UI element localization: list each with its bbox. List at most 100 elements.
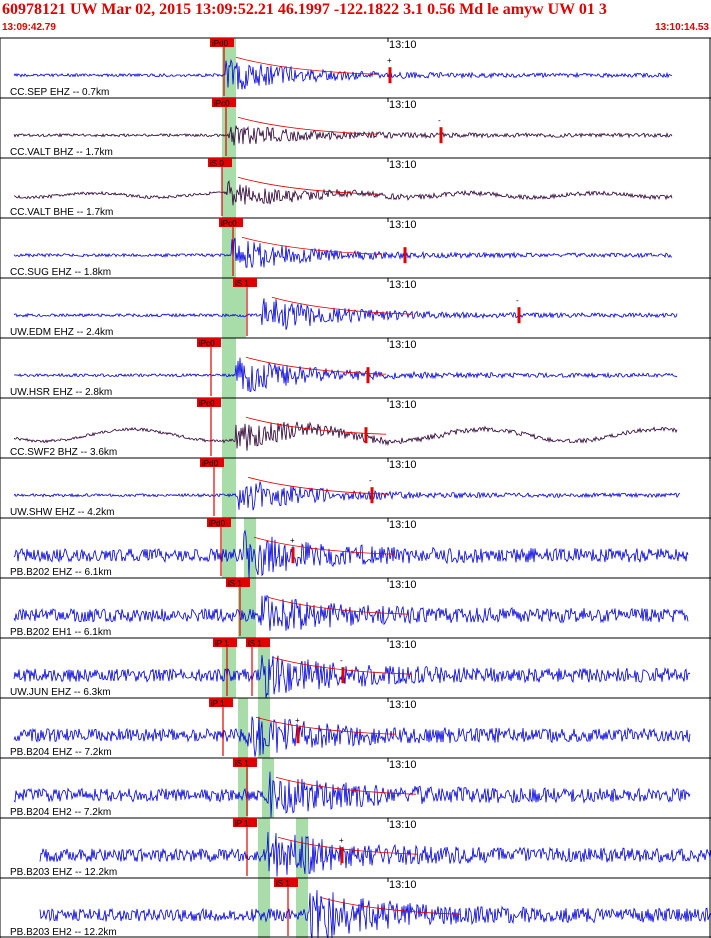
- pick-label: iPc0: [199, 399, 215, 408]
- pick-label: iS 1: [248, 639, 262, 648]
- pick-flag: [219, 218, 243, 227]
- minute-label: 13:10: [389, 279, 417, 291]
- waveform: [13, 655, 691, 698]
- pick-flag: [207, 518, 231, 527]
- coda-fit-line: [255, 716, 397, 735]
- minute-label: 13:10: [389, 339, 417, 351]
- coda-fit-line: [271, 296, 413, 315]
- waveform: [13, 421, 678, 451]
- coda-end-marker: [296, 727, 300, 744]
- coda-fit-line: [277, 836, 419, 855]
- coda-fit-line: [319, 896, 461, 915]
- coda-end-marker: [340, 847, 344, 864]
- minute-label: 13:10: [389, 459, 417, 471]
- coda-end-marker: [403, 247, 407, 264]
- station-label: CC.SEP EHZ -- 0.7km: [10, 87, 109, 98]
- coda-end-sign: +: [387, 56, 392, 65]
- coda-end-marker: [366, 367, 370, 384]
- event-title: 60978121 UW Mar 02, 2015 13:09:52.21 46.…: [2, 1, 607, 18]
- coda-end-marker: [370, 487, 374, 504]
- coda-fit-line: [267, 596, 409, 615]
- station-label: UW.HSR EHZ -- 2.8km: [10, 387, 112, 398]
- coda-end-sign: -: [438, 116, 441, 125]
- waveform: [13, 716, 691, 757]
- station-label: UW.SHW EHZ -- 4.2km: [10, 507, 114, 518]
- coda-end-sign: +: [290, 536, 295, 545]
- coda-end-sign: -: [369, 476, 372, 485]
- waveform: [13, 125, 673, 146]
- pick-label: iS 1: [228, 579, 242, 588]
- pick-label: iPc0: [221, 219, 237, 228]
- pick-label: iS 0: [210, 159, 224, 168]
- pick-flag: [233, 278, 257, 287]
- station-label: UW.JUN EHZ -- 6.3km: [10, 687, 111, 698]
- waveform: [13, 298, 678, 330]
- phase-window: [222, 338, 236, 398]
- waveform: [13, 594, 689, 631]
- pick-flag: [212, 98, 236, 107]
- coda-fit-line: [237, 116, 379, 135]
- minute-label: 13:10: [389, 759, 417, 771]
- waveform: [13, 481, 681, 511]
- pick-flag: [197, 398, 221, 407]
- pick-flag: [233, 818, 257, 827]
- pick-flag: [197, 338, 221, 347]
- pick-flag: [210, 38, 234, 47]
- coda-fit-line: [235, 56, 377, 75]
- waveform: [13, 237, 673, 268]
- coda-end-marker: [341, 667, 345, 684]
- coda-end-sign: -: [516, 296, 519, 305]
- station-label: UW.EDM EHZ -- 2.4km: [10, 327, 113, 338]
- pick-flag: [213, 638, 237, 647]
- station-label: CC.VALT BHZ -- 1.7km: [10, 147, 113, 158]
- station-label: PB.B203 EHZ -- 12.2km: [10, 867, 117, 878]
- minute-label: 13:10: [389, 39, 417, 51]
- minute-label: 13:10: [389, 579, 417, 591]
- coda-end-marker: [291, 547, 295, 564]
- station-label: PB.B203 EH2 -- 12.2km: [10, 927, 117, 938]
- coda-fit-line: [253, 536, 395, 555]
- phase-window: [222, 458, 236, 518]
- phase-window: [238, 578, 248, 638]
- station-label: CC.VALT BHE -- 1.7km: [10, 207, 113, 218]
- waveform: [14, 357, 678, 393]
- minute-label: 13:10: [389, 399, 417, 411]
- pick-label: iS 1: [235, 759, 249, 768]
- minute-label: 13:10: [389, 159, 417, 171]
- coda-fit-line: [247, 476, 389, 495]
- pick-flag: [274, 878, 298, 887]
- station-label: CC.SWF2 BHZ -- 3.6km: [10, 447, 117, 458]
- pick-flag: [246, 638, 270, 647]
- waveform: [13, 529, 689, 579]
- minute-label: 13:10: [389, 519, 417, 531]
- phase-window: [222, 638, 236, 698]
- end-time: 13:10:14.53: [655, 22, 709, 33]
- station-label: CC.SUG EHZ -- 1.8km: [10, 267, 111, 278]
- station-label: PB.B202 EHZ -- 6.1km: [10, 567, 112, 578]
- phase-window: [296, 878, 308, 938]
- header: 60978121 UW Mar 02, 2015 13:09:52.21 46.…: [0, 0, 711, 36]
- station-label: PB.B204 EH2 -- 7.2km: [10, 807, 111, 818]
- phase-window: [222, 518, 236, 578]
- phase-window: [258, 638, 270, 698]
- pick-flag: [226, 578, 250, 587]
- coda-end-marker: [517, 307, 521, 324]
- pick-label: iPc0: [214, 99, 230, 108]
- phase-window: [244, 578, 256, 638]
- pick-label: iS 1: [276, 879, 290, 888]
- minute-label: 13:10: [389, 699, 417, 711]
- pick-label: iPd0: [209, 519, 226, 528]
- coda-end-marker: [388, 67, 392, 84]
- minute-label: 13:10: [389, 819, 417, 831]
- phase-window: [234, 278, 246, 338]
- coda-end-sign: +: [339, 836, 344, 845]
- waveform: [39, 890, 711, 938]
- coda-end-marker: [439, 127, 443, 144]
- phase-window: [258, 818, 270, 878]
- coda-end-sign: +: [295, 716, 300, 725]
- pick-label: iP 1: [211, 699, 225, 708]
- pick-label: iPd0: [202, 459, 219, 468]
- minute-label: 13:10: [389, 99, 417, 111]
- coda-end-sign: -: [340, 656, 343, 665]
- phase-window: [222, 278, 236, 338]
